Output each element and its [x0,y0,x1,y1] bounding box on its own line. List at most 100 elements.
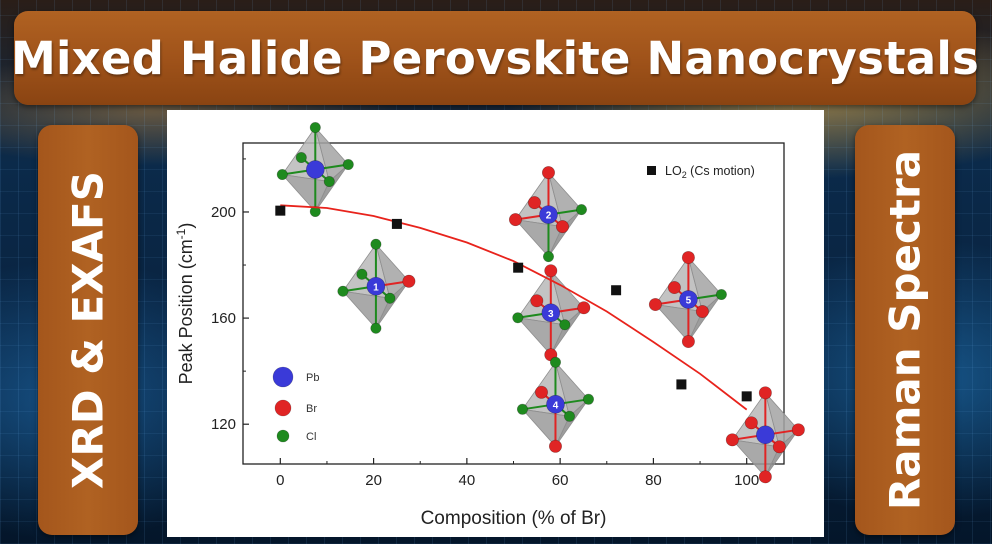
cl-atom [549,356,561,368]
cl-atom [559,319,571,331]
octahedron: 4 [516,356,594,453]
cl-atom [295,152,307,164]
br-atom [758,470,772,484]
legend: LO2 (Cs motion) [647,164,755,180]
legend-rest: (Cs motion) [687,164,755,178]
atom-legend-label: Pb [306,372,319,384]
pb-atom [756,425,775,445]
br-atom [402,274,416,288]
data-point [275,205,286,216]
pb-atom [679,290,698,309]
legend-marker [647,166,656,175]
data-point [513,262,524,273]
cl-atom [309,206,321,218]
y-axis-label: Peak Position (cm-1) [174,223,196,385]
atom-legend: Pb Br Cl [272,366,319,443]
cl-atom [337,285,349,297]
atom-legend-label: Cl [306,431,316,443]
octahedron-face [341,290,391,329]
pb-atom [539,205,558,224]
right-side-label: Raman Spectra [880,149,930,511]
y-axis-label-main: Peak Position (cm [176,239,196,384]
cl-atom [309,122,321,134]
br-atom [695,305,709,319]
cl-atom [563,410,575,422]
pb-atom [546,395,565,414]
cl-atom [370,322,382,334]
cl-atom [370,238,382,250]
br-atom [527,196,541,210]
br-atom [744,416,758,430]
legend-text: LO2 (Cs motion) [665,164,755,180]
br-atom [577,301,591,315]
octahedron-face [764,429,799,478]
y-ticks: 120 160 200 [211,158,249,433]
x-tick-label: 0 [276,472,284,489]
fit-line [280,204,748,411]
br-atom [508,213,522,227]
atom-legend-label: Br [306,403,317,415]
data-point [741,391,752,402]
cl-atom [512,312,524,324]
octahedron: 1 [337,238,416,334]
atom-legend-swatch [274,399,292,417]
title-banner: Mixed Halide Perovskite Nanocrystals [11,11,979,105]
octahedron-label: 4 [553,400,559,411]
br-atom [541,166,555,180]
br-atom [758,386,772,400]
pb-atom [305,160,325,179]
br-atom [544,264,558,278]
y-tick-label: 120 [211,416,236,433]
cl-atom [323,176,335,188]
br-atom [648,298,662,312]
y-tick-label: 200 [211,204,236,221]
pb-atom [541,303,561,323]
cl-atom [516,403,528,415]
octahedron-face [555,399,589,447]
chart-panel: 1 2 3 4 5 0 20 40 60 80 100 120 160 200 Composition… [167,110,824,537]
y-axis-label-close: ) [176,223,196,229]
br-atom [681,251,695,265]
br-atom [681,335,695,349]
octahedron-face [375,280,410,329]
data-point [676,379,687,390]
octahedron-face [550,307,585,356]
octahedron-face [688,294,722,342]
octahedron: 2 [508,166,587,263]
x-tick-label: 20 [365,472,382,489]
cl-atom [276,169,288,181]
octahedron: 3 [512,264,591,362]
octahedron-label: 3 [548,309,554,320]
data-point [611,285,622,296]
br-atom [530,294,544,308]
cl-atom [575,204,587,216]
octahedron-label: 1 [373,282,379,293]
x-tick-label: 100 [734,472,759,489]
x-axis-label: Composition (% of Br) [421,508,607,529]
cl-atom [582,393,594,405]
br-atom [667,281,681,295]
right-side-panel: Raman Spectra [855,125,955,535]
octahedron-face [548,209,582,257]
octahedron-face [521,408,571,448]
legend-main: LO [665,164,682,178]
scatter-chart: 1 2 3 4 5 0 20 40 60 80 100 120 160 200 Composition… [174,122,805,529]
br-atom [772,440,786,454]
left-side-panel: XRD & EXAFS [38,125,138,535]
x-ticks: 0 20 40 60 80 100 [276,458,759,489]
octahedra-layer: 1 2 3 4 5 [276,122,805,484]
br-atom [555,220,569,234]
br-atom [791,423,805,437]
cl-atom [342,159,354,171]
octahedron-label: 5 [686,296,692,307]
octahedron-face [514,219,564,258]
pb-atom [366,276,386,296]
atom-legend-swatch [276,429,290,443]
x-tick-label: 60 [552,472,569,489]
octahedron-face [314,164,349,212]
octahedron-label: 2 [546,211,552,222]
y-axis-label-sup: -1 [174,228,188,239]
left-side-label: XRD & EXAFS [63,171,113,489]
octahedron [276,122,354,218]
points-layer [275,205,752,402]
